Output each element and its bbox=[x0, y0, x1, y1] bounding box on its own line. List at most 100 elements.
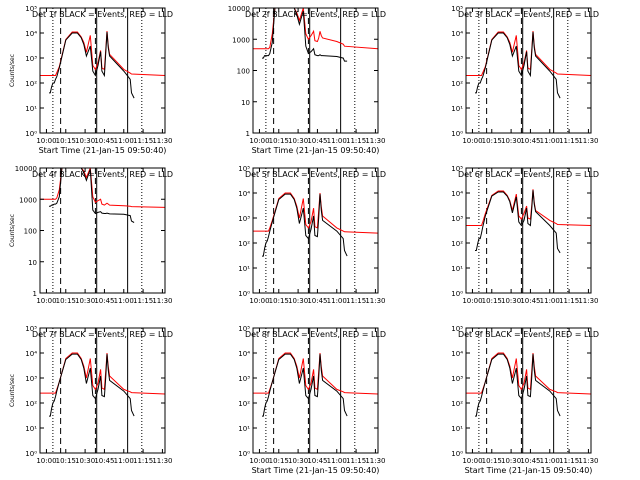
x-tick-label: 10:45 bbox=[307, 457, 327, 465]
x-axis-label: Start Time (21-Jan-15 09:50:40) bbox=[252, 466, 380, 475]
x-tick-label: 10:30 bbox=[75, 457, 95, 465]
y-tick-label: 10³ bbox=[25, 55, 37, 63]
y-tick-label: 10³ bbox=[25, 375, 37, 383]
events-series-black bbox=[475, 353, 561, 417]
y-tick-label: 10⁰ bbox=[25, 130, 37, 138]
y-tick-label: 10⁴ bbox=[25, 30, 37, 38]
x-tick-label: 10:00 bbox=[249, 297, 269, 305]
lld-series-red bbox=[253, 352, 378, 395]
y-tick-label: 10² bbox=[238, 400, 250, 408]
x-tick-label: 10:00 bbox=[36, 457, 56, 465]
y-tick-label: 10² bbox=[238, 240, 250, 248]
x-axis-label: Start Time (21-Jan-15 09:50:40) bbox=[465, 466, 593, 475]
x-tick-label: 10:00 bbox=[249, 457, 269, 465]
plot-frame bbox=[465, 7, 592, 134]
y-tick-label: 1 bbox=[33, 290, 37, 298]
y-tick-label: 10⁵ bbox=[238, 325, 250, 333]
x-tick-label: 10:15 bbox=[269, 137, 289, 145]
x-tick-label: 10:00 bbox=[249, 137, 269, 145]
y-tick-label: 1 bbox=[246, 130, 250, 138]
x-tick-label: 10:15 bbox=[482, 297, 502, 305]
lld-series-red bbox=[253, 8, 378, 50]
y-tick-label: 10⁴ bbox=[451, 30, 463, 38]
y-tick-label: 10² bbox=[451, 400, 463, 408]
x-tick-label: 11:30 bbox=[365, 457, 385, 465]
x-tick-label: 10:30 bbox=[288, 137, 308, 145]
y-tick-label: 10¹ bbox=[238, 265, 250, 273]
events-series-black bbox=[262, 353, 348, 417]
y-tick-label: 100 bbox=[237, 68, 250, 76]
x-axis-label: Start Time (21-Jan-15 09:50:40) bbox=[252, 146, 380, 155]
x-tick-label: 11:15 bbox=[559, 297, 579, 305]
x-tick-label: 10:30 bbox=[288, 457, 308, 465]
events-series-black bbox=[262, 193, 348, 257]
lld-series-red bbox=[253, 192, 378, 234]
x-tick-label: 10:00 bbox=[462, 297, 482, 305]
plot-frame bbox=[39, 7, 166, 134]
x-tick-label: 11:30 bbox=[152, 137, 172, 145]
y-tick-label: 10⁵ bbox=[25, 5, 37, 13]
x-tick-label: 10:45 bbox=[94, 137, 114, 145]
x-tick-label: 11:30 bbox=[152, 297, 172, 305]
x-tick-label: 10:30 bbox=[75, 297, 95, 305]
plot-frame bbox=[39, 327, 166, 454]
y-tick-label: 10⁵ bbox=[451, 165, 463, 173]
x-tick-label: 11:00 bbox=[114, 457, 134, 465]
plot-frame bbox=[252, 327, 379, 454]
x-tick-label: 11:30 bbox=[365, 297, 385, 305]
y-tick-label: 10³ bbox=[238, 215, 250, 223]
x-tick-label: 10:15 bbox=[56, 137, 76, 145]
y-tick-label: 10000 bbox=[15, 165, 37, 173]
y-axis-label: Counts/sec bbox=[9, 374, 16, 407]
y-tick-label: 10 bbox=[28, 259, 37, 267]
panel-title: Det 6f BLACK = Events, RED = LLD bbox=[458, 170, 599, 179]
x-tick-label: 10:00 bbox=[462, 457, 482, 465]
y-tick-label: 10² bbox=[451, 80, 463, 88]
events-series-black bbox=[49, 31, 135, 99]
lld-series-red bbox=[40, 352, 165, 395]
x-tick-label: 10:15 bbox=[269, 457, 289, 465]
y-tick-label: 10¹ bbox=[451, 265, 463, 273]
y-tick-label: 10⁵ bbox=[238, 165, 250, 173]
x-tick-label: 11:30 bbox=[578, 297, 598, 305]
y-tick-label: 10³ bbox=[451, 55, 463, 63]
y-tick-label: 10³ bbox=[451, 375, 463, 383]
y-tick-label: 10² bbox=[451, 240, 463, 248]
y-tick-label: 10⁵ bbox=[25, 325, 37, 333]
panel-title: Det 7f BLACK = Events, RED = LLD bbox=[32, 330, 173, 339]
y-tick-label: 10⁰ bbox=[451, 130, 463, 138]
y-tick-label: 10⁴ bbox=[451, 190, 463, 198]
panel-title: Det 1f BLACK = Events, RED = LLD bbox=[32, 10, 173, 19]
x-tick-label: 11:15 bbox=[133, 457, 153, 465]
events-series-black bbox=[475, 190, 561, 254]
x-tick-label: 11:00 bbox=[540, 137, 560, 145]
x-tick-label: 10:00 bbox=[36, 297, 56, 305]
y-tick-label: 100 bbox=[24, 228, 37, 236]
x-tick-label: 10:15 bbox=[56, 457, 76, 465]
y-tick-label: 10⁰ bbox=[238, 290, 250, 298]
x-tick-label: 10:45 bbox=[520, 457, 540, 465]
x-tick-label: 10:30 bbox=[501, 137, 521, 145]
y-tick-label: 10⁰ bbox=[451, 290, 463, 298]
panel-title: Det 2f BLACK = Events, RED = LLD bbox=[245, 10, 386, 19]
x-tick-label: 11:15 bbox=[133, 137, 153, 145]
x-tick-label: 11:00 bbox=[540, 297, 560, 305]
x-tick-label: 11:00 bbox=[114, 137, 134, 145]
y-tick-label: 10² bbox=[25, 80, 37, 88]
y-tick-label: 10⁰ bbox=[451, 450, 463, 458]
x-tick-label: 10:30 bbox=[501, 297, 521, 305]
x-tick-label: 11:15 bbox=[346, 137, 366, 145]
x-tick-label: 11:00 bbox=[540, 457, 560, 465]
x-tick-label: 10:45 bbox=[520, 297, 540, 305]
y-tick-label: 10⁵ bbox=[451, 325, 463, 333]
y-tick-label: 10³ bbox=[451, 215, 463, 223]
plot-frame bbox=[252, 167, 379, 294]
x-tick-label: 10:45 bbox=[94, 297, 114, 305]
x-tick-label: 11:15 bbox=[346, 297, 366, 305]
events-series-black bbox=[475, 31, 561, 99]
